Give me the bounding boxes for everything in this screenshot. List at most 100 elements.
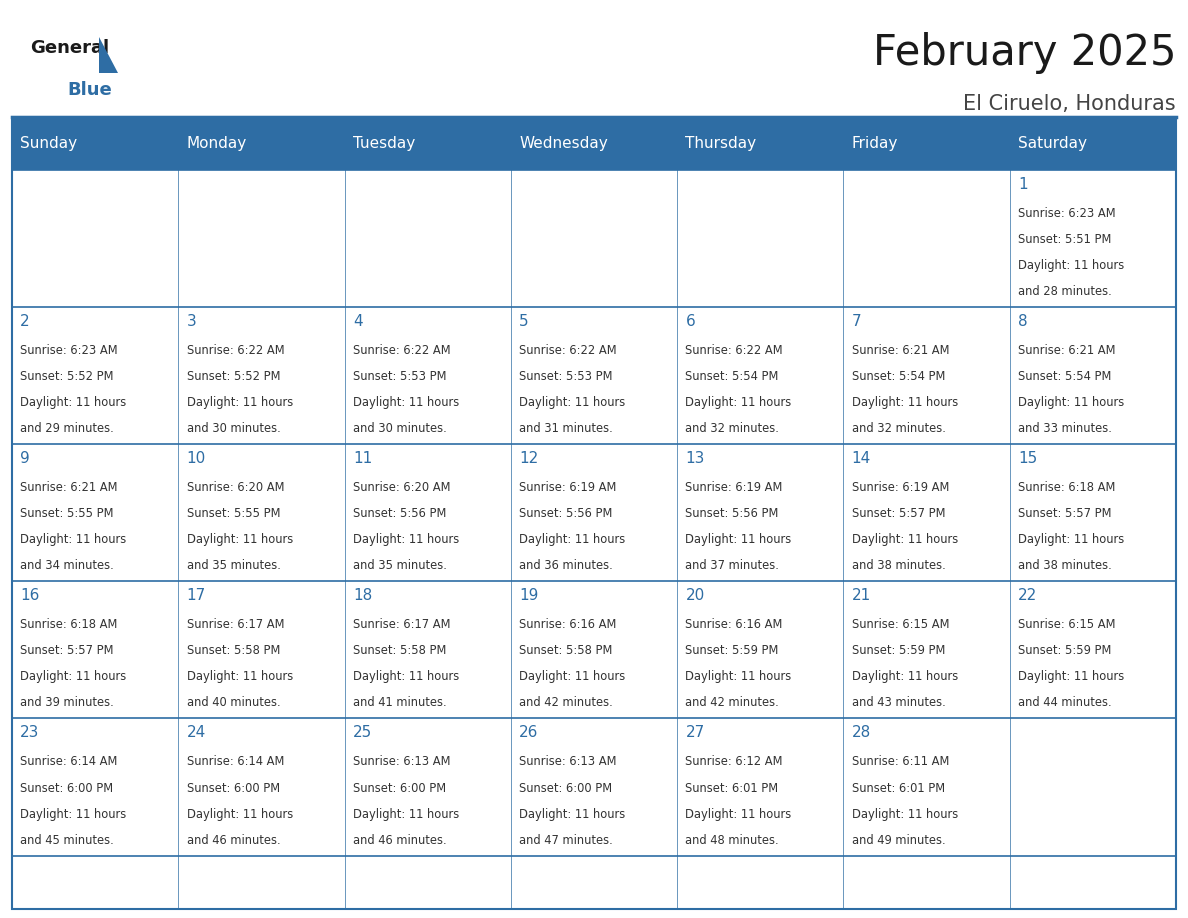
Text: and 35 minutes.: and 35 minutes. <box>187 559 280 572</box>
Text: Sunset: 5:52 PM: Sunset: 5:52 PM <box>187 370 280 383</box>
Text: Friday: Friday <box>852 136 898 151</box>
Text: 8: 8 <box>1018 314 1028 329</box>
Text: Daylight: 11 hours: Daylight: 11 hours <box>519 808 625 821</box>
Text: Blue: Blue <box>68 81 113 99</box>
Text: and 47 minutes.: and 47 minutes. <box>519 834 613 846</box>
Text: Sunset: 5:57 PM: Sunset: 5:57 PM <box>852 508 946 521</box>
Text: and 32 minutes.: and 32 minutes. <box>852 422 946 435</box>
Text: 2: 2 <box>20 314 30 329</box>
Text: Sunrise: 6:23 AM: Sunrise: 6:23 AM <box>1018 207 1116 219</box>
Bar <box>677 581 843 719</box>
Text: Sunset: 5:59 PM: Sunset: 5:59 PM <box>1018 644 1112 657</box>
Text: and 43 minutes.: and 43 minutes. <box>852 697 946 710</box>
Text: and 30 minutes.: and 30 minutes. <box>353 422 447 435</box>
Text: and 29 minutes.: and 29 minutes. <box>20 422 114 435</box>
Bar <box>843 581 1010 719</box>
Text: Saturday: Saturday <box>1018 136 1087 151</box>
Text: Sunset: 5:55 PM: Sunset: 5:55 PM <box>187 508 280 521</box>
Bar <box>178 117 345 170</box>
Text: Daylight: 11 hours: Daylight: 11 hours <box>685 533 791 546</box>
Text: Daylight: 11 hours: Daylight: 11 hours <box>852 670 958 683</box>
Text: Daylight: 11 hours: Daylight: 11 hours <box>852 533 958 546</box>
Text: Sunset: 6:00 PM: Sunset: 6:00 PM <box>187 781 279 794</box>
Text: 7: 7 <box>852 314 861 329</box>
Text: Sunrise: 6:21 AM: Sunrise: 6:21 AM <box>20 481 118 494</box>
Text: and 44 minutes.: and 44 minutes. <box>1018 697 1112 710</box>
Text: Wednesday: Wednesday <box>519 136 608 151</box>
Text: Sunrise: 6:21 AM: Sunrise: 6:21 AM <box>852 344 949 357</box>
Text: 24: 24 <box>187 725 206 740</box>
Text: Daylight: 11 hours: Daylight: 11 hours <box>20 533 126 546</box>
Bar <box>345 117 511 170</box>
Text: 5: 5 <box>519 314 529 329</box>
Text: 11: 11 <box>353 451 372 466</box>
Text: Sunset: 6:01 PM: Sunset: 6:01 PM <box>852 781 944 794</box>
Text: Sunrise: 6:11 AM: Sunrise: 6:11 AM <box>852 756 949 768</box>
Bar <box>677 719 843 856</box>
Bar <box>677 307 843 444</box>
Bar <box>178 719 345 856</box>
Text: 9: 9 <box>20 451 30 466</box>
Text: Sunrise: 6:16 AM: Sunrise: 6:16 AM <box>685 619 783 632</box>
Text: Sunrise: 6:19 AM: Sunrise: 6:19 AM <box>519 481 617 494</box>
Text: Sunset: 5:53 PM: Sunset: 5:53 PM <box>519 370 613 383</box>
Text: and 38 minutes.: and 38 minutes. <box>1018 559 1112 572</box>
Bar <box>178 444 345 581</box>
Bar <box>843 307 1010 444</box>
Text: Sunrise: 6:19 AM: Sunrise: 6:19 AM <box>852 481 949 494</box>
Text: and 41 minutes.: and 41 minutes. <box>353 697 447 710</box>
Bar <box>511 117 677 170</box>
Text: and 28 minutes.: and 28 minutes. <box>1018 285 1112 298</box>
Text: 26: 26 <box>519 725 538 740</box>
Text: 14: 14 <box>852 451 871 466</box>
Text: Sunrise: 6:23 AM: Sunrise: 6:23 AM <box>20 344 118 357</box>
Bar <box>345 307 511 444</box>
Text: Sunset: 5:53 PM: Sunset: 5:53 PM <box>353 370 447 383</box>
Text: and 45 minutes.: and 45 minutes. <box>20 834 114 846</box>
Bar <box>12 581 178 719</box>
Text: Sunset: 5:58 PM: Sunset: 5:58 PM <box>353 644 447 657</box>
Bar <box>12 170 178 307</box>
Text: Sunrise: 6:21 AM: Sunrise: 6:21 AM <box>1018 344 1116 357</box>
Bar <box>677 444 843 581</box>
Text: Daylight: 11 hours: Daylight: 11 hours <box>1018 397 1124 409</box>
Text: and 40 minutes.: and 40 minutes. <box>187 697 280 710</box>
Text: Sunset: 5:54 PM: Sunset: 5:54 PM <box>852 370 946 383</box>
Text: and 35 minutes.: and 35 minutes. <box>353 559 447 572</box>
Text: Sunrise: 6:15 AM: Sunrise: 6:15 AM <box>1018 619 1116 632</box>
Text: Sunset: 6:00 PM: Sunset: 6:00 PM <box>353 781 446 794</box>
Text: February 2025: February 2025 <box>873 32 1176 74</box>
Bar <box>843 719 1010 856</box>
Bar <box>677 170 843 307</box>
Text: Daylight: 11 hours: Daylight: 11 hours <box>852 808 958 821</box>
Bar <box>345 170 511 307</box>
Text: Daylight: 11 hours: Daylight: 11 hours <box>187 808 292 821</box>
Text: Daylight: 11 hours: Daylight: 11 hours <box>1018 259 1124 272</box>
Text: and 30 minutes.: and 30 minutes. <box>187 422 280 435</box>
Text: Sunrise: 6:14 AM: Sunrise: 6:14 AM <box>20 756 118 768</box>
Text: Sunrise: 6:20 AM: Sunrise: 6:20 AM <box>353 481 450 494</box>
Bar <box>178 581 345 719</box>
Text: 15: 15 <box>1018 451 1037 466</box>
Text: Sunrise: 6:22 AM: Sunrise: 6:22 AM <box>685 344 783 357</box>
Text: Sunset: 5:51 PM: Sunset: 5:51 PM <box>1018 233 1112 246</box>
Text: Sunday: Sunday <box>20 136 77 151</box>
Text: 28: 28 <box>852 725 871 740</box>
Bar <box>511 719 677 856</box>
Text: El Ciruelo, Honduras: El Ciruelo, Honduras <box>963 94 1176 114</box>
Text: General: General <box>30 39 109 57</box>
Bar <box>178 307 345 444</box>
Text: Sunset: 5:54 PM: Sunset: 5:54 PM <box>1018 370 1112 383</box>
Bar <box>1010 117 1176 170</box>
Text: Sunrise: 6:17 AM: Sunrise: 6:17 AM <box>353 619 450 632</box>
Text: 22: 22 <box>1018 588 1037 603</box>
Text: Sunset: 5:59 PM: Sunset: 5:59 PM <box>852 644 946 657</box>
Text: Sunrise: 6:22 AM: Sunrise: 6:22 AM <box>519 344 617 357</box>
Text: Sunset: 5:59 PM: Sunset: 5:59 PM <box>685 644 779 657</box>
Text: and 33 minutes.: and 33 minutes. <box>1018 422 1112 435</box>
Text: Sunrise: 6:20 AM: Sunrise: 6:20 AM <box>187 481 284 494</box>
Bar <box>511 307 677 444</box>
Text: 1: 1 <box>1018 176 1028 192</box>
Text: 20: 20 <box>685 588 704 603</box>
Bar <box>677 117 843 170</box>
